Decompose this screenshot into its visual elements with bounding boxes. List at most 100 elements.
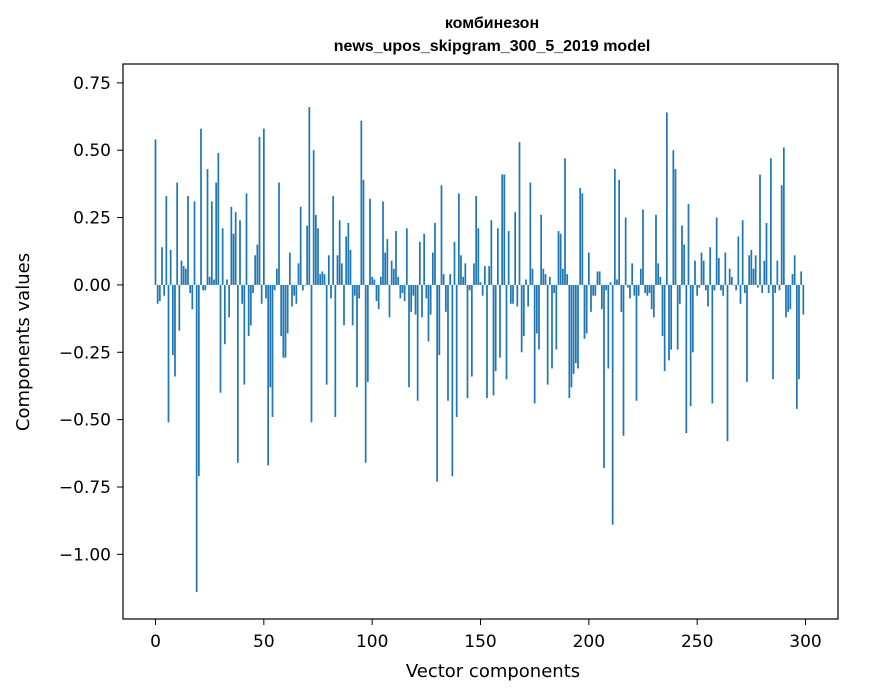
bar-component-94 bbox=[358, 284, 361, 299]
bar-component-10 bbox=[176, 182, 179, 285]
bar-component-44 bbox=[249, 284, 252, 326]
bar-component-241 bbox=[676, 284, 679, 350]
bar-component-197 bbox=[581, 193, 584, 285]
x-tick-label: 100 bbox=[356, 632, 388, 652]
bar-component-78 bbox=[323, 274, 326, 285]
bar-component-24 bbox=[206, 169, 209, 285]
bar-component-111 bbox=[395, 231, 397, 285]
bar-component-68 bbox=[301, 284, 304, 291]
bar-component-22 bbox=[202, 284, 205, 291]
bar-component-36 bbox=[232, 233, 235, 285]
bar-component-271 bbox=[741, 220, 744, 285]
bar-component-66 bbox=[297, 263, 300, 285]
bar-component-159 bbox=[499, 284, 501, 358]
bar-component-13 bbox=[182, 266, 185, 285]
bar-component-252 bbox=[700, 252, 703, 285]
bar-component-234 bbox=[661, 284, 664, 337]
bar-component-30 bbox=[219, 284, 222, 393]
bar-component-229 bbox=[650, 284, 653, 310]
bar-component-89 bbox=[347, 222, 350, 285]
bar-component-101 bbox=[373, 279, 376, 285]
bar-component-288 bbox=[778, 284, 781, 291]
bar-component-143 bbox=[464, 263, 467, 285]
bar-component-279 bbox=[759, 174, 761, 285]
bar-component-83 bbox=[334, 284, 337, 417]
bar-component-4 bbox=[163, 284, 166, 296]
bar-component-107 bbox=[386, 239, 389, 285]
bar-component-125 bbox=[425, 284, 428, 299]
bar-component-179 bbox=[542, 268, 545, 285]
x-tick-label: 250 bbox=[681, 632, 713, 652]
bar-component-273 bbox=[746, 284, 748, 382]
x-tick-label: 200 bbox=[573, 632, 605, 652]
bar-component-58 bbox=[280, 284, 283, 337]
bar-component-123 bbox=[421, 284, 423, 318]
bar-component-121 bbox=[416, 284, 419, 401]
bar-component-286 bbox=[774, 284, 777, 293]
bar-component-259 bbox=[715, 217, 718, 285]
bar-component-199 bbox=[585, 284, 588, 334]
bar-component-157 bbox=[494, 284, 497, 372]
bar-component-292 bbox=[787, 284, 790, 312]
bar-component-213 bbox=[616, 279, 618, 285]
bar-component-52 bbox=[267, 284, 270, 466]
bar-component-114 bbox=[401, 284, 404, 293]
y-tick-label: −0.75 bbox=[59, 478, 111, 498]
bar-component-15 bbox=[187, 196, 189, 285]
x-tick-label: 150 bbox=[464, 632, 496, 652]
bar-component-100 bbox=[371, 276, 374, 285]
bar-component-267 bbox=[733, 284, 735, 286]
bar-component-26 bbox=[210, 201, 213, 285]
bar-component-84 bbox=[336, 255, 339, 285]
bar-component-79 bbox=[325, 284, 328, 385]
bar-component-73 bbox=[312, 150, 315, 285]
bar-component-54 bbox=[271, 284, 274, 417]
bar-component-261 bbox=[720, 284, 722, 291]
bar-component-146 bbox=[470, 284, 473, 377]
bar-component-245 bbox=[685, 284, 688, 434]
bar-component-210 bbox=[609, 282, 612, 285]
bar-component-274 bbox=[748, 255, 751, 285]
bar-component-133 bbox=[442, 274, 445, 285]
bar-component-206 bbox=[600, 284, 603, 310]
chart-title-line-2: news_upos_skipgram_300_5_2019 model bbox=[334, 38, 651, 55]
bar-component-203 bbox=[594, 284, 597, 296]
bar-component-1 bbox=[156, 284, 159, 304]
bar-component-205 bbox=[598, 271, 601, 285]
bar-component-112 bbox=[397, 276, 400, 285]
bar-component-80 bbox=[327, 255, 330, 285]
bar-component-277 bbox=[754, 255, 757, 285]
bar-component-298 bbox=[800, 271, 803, 285]
bar-component-103 bbox=[377, 284, 380, 310]
bar-component-226 bbox=[644, 284, 647, 293]
bar-component-180 bbox=[544, 274, 547, 285]
bar-series bbox=[154, 107, 805, 593]
bar-component-33 bbox=[226, 279, 228, 285]
bar-component-7 bbox=[169, 249, 172, 285]
bar-component-72 bbox=[310, 284, 313, 423]
bar-component-204 bbox=[596, 271, 599, 285]
y-axis-ticks: 0.75 0.50 0.25 0.00 −0.25 −0.50 −0.75 −1.00 bbox=[59, 74, 123, 565]
bar-component-153 bbox=[486, 284, 488, 399]
bar-component-150 bbox=[479, 282, 482, 285]
bar-component-218 bbox=[626, 284, 629, 288]
bar-component-290 bbox=[782, 147, 785, 285]
bar-component-62 bbox=[288, 252, 291, 285]
bar-component-69 bbox=[304, 284, 306, 286]
bar-component-147 bbox=[473, 263, 475, 285]
bar-component-235 bbox=[663, 284, 666, 372]
bar-component-61 bbox=[286, 284, 289, 334]
plot-area-frame bbox=[122, 63, 839, 620]
bar-component-187 bbox=[559, 233, 562, 285]
bar-component-283 bbox=[767, 284, 770, 293]
bar-component-280 bbox=[761, 284, 764, 293]
bar-component-95 bbox=[360, 120, 363, 285]
bar-component-256 bbox=[709, 247, 712, 285]
bar-component-240 bbox=[674, 169, 677, 285]
bar-component-53 bbox=[269, 284, 272, 388]
bar-component-41 bbox=[243, 284, 246, 385]
x-axis-ticks: 0 50 100 150 200 250 300 bbox=[150, 619, 822, 652]
y-tick-label: −1.00 bbox=[59, 545, 111, 565]
bar-component-119 bbox=[412, 284, 415, 296]
bar-component-163 bbox=[507, 231, 510, 285]
